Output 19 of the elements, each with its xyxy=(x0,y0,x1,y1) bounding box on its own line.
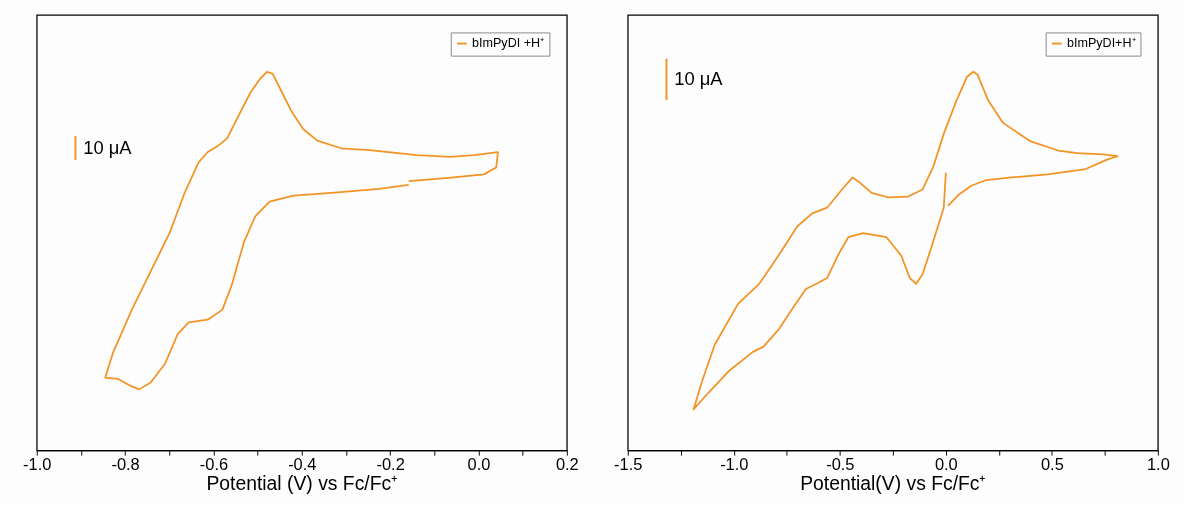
legend-label: bImPyDI +H⁺ xyxy=(472,36,545,51)
x-axis-title: Potential(V) vs Fc/Fc⁺ xyxy=(800,472,987,495)
x-tick-label: -0.2 xyxy=(376,455,405,474)
x-tick-label: -0.6 xyxy=(199,455,229,474)
legend-label: bImPyDI+H⁺ xyxy=(1066,36,1136,51)
x-tick-label: 1.0 xyxy=(1146,455,1170,474)
x-tick-label: -1.5 xyxy=(614,455,643,474)
annotation: 10 μA xyxy=(83,136,133,158)
x-tick-label: -0.4 xyxy=(288,455,317,474)
x-tick-label: 0.0 xyxy=(934,455,958,474)
x-tick-label: -1.0 xyxy=(23,455,52,474)
x-tick-label: -0.5 xyxy=(826,455,855,474)
x-tick-label: -0.8 xyxy=(111,455,140,474)
x-tick-label: -1.0 xyxy=(720,455,749,474)
annotation: 10 μA xyxy=(674,68,724,90)
x-tick-label: 0.5 xyxy=(1040,455,1064,474)
x-axis-title: Potential (V) vs Fc/Fc⁺ xyxy=(206,472,399,495)
x-tick-label: 0.0 xyxy=(467,455,491,474)
x-tick-label: 0.2 xyxy=(555,455,579,474)
